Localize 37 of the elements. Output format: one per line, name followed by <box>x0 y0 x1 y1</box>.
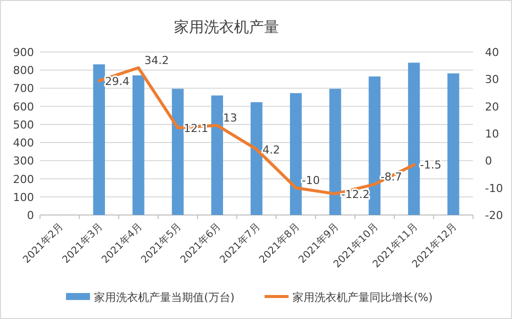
y-tick-label: 0 <box>27 209 34 222</box>
bar <box>408 62 420 215</box>
y2-tick-label: 10 <box>485 128 499 140</box>
y-tick-label: 800 <box>13 64 34 78</box>
data-label: 34.2 <box>144 54 169 67</box>
y2-tick-label: 40 <box>485 46 499 59</box>
data-label: -10 <box>302 174 320 187</box>
y2-tick-label: 0 <box>485 154 492 168</box>
bar <box>172 88 184 215</box>
data-label: 4.2 <box>262 143 280 156</box>
y2-tick-label: -10 <box>485 182 503 195</box>
bar <box>211 95 224 215</box>
y2-tick-label: 20 <box>485 100 499 114</box>
y-tick-label: 100 <box>13 190 34 204</box>
bar <box>447 73 460 215</box>
legend-label: 家用洗衣机产量当期值(万台) <box>94 291 235 304</box>
y-tick-label: 300 <box>13 154 34 168</box>
y-tick-label: 400 <box>13 136 34 150</box>
y-tick-label: 900 <box>13 46 34 59</box>
y-tick-label: 200 <box>13 172 34 186</box>
y-tick-label: 500 <box>13 118 34 132</box>
y-tick-label: 700 <box>13 82 34 96</box>
y-tick-label: 600 <box>13 100 34 114</box>
data-label: 13 <box>223 111 238 124</box>
bar <box>132 75 144 215</box>
bar <box>368 76 380 215</box>
legend-label: 家用洗衣机产量同比增长(%) <box>292 291 433 304</box>
chart-title: 家用洗衣机产量 <box>174 18 279 36</box>
data-label: -12.2 <box>341 188 370 201</box>
y2-tick-label: 30 <box>485 73 499 86</box>
bar <box>250 102 262 215</box>
y2-tick-label: -20 <box>485 209 503 222</box>
data-label: -1.5 <box>420 158 442 172</box>
bar <box>290 93 302 215</box>
bar <box>329 88 342 215</box>
data-label: 29.4 <box>105 74 130 88</box>
bar <box>93 64 105 215</box>
